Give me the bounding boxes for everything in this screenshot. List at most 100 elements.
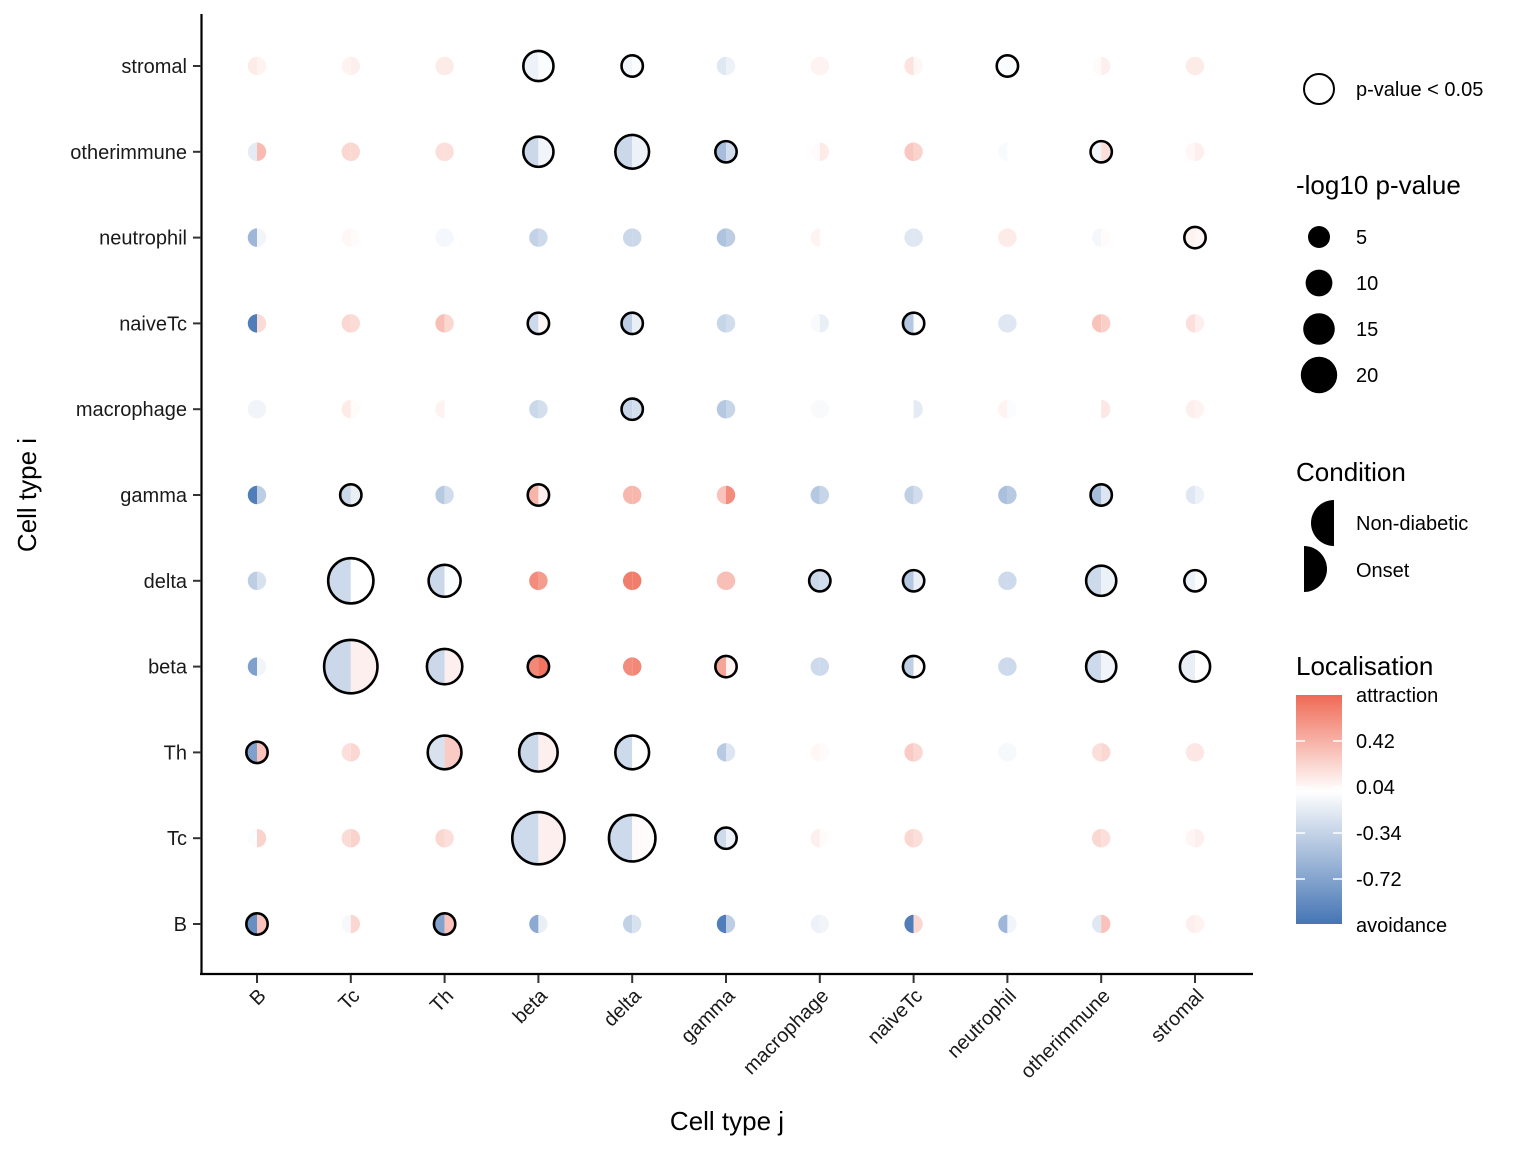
bubble-Tc-naiveTc <box>904 828 923 848</box>
non-diabetic-half <box>622 485 633 505</box>
significance-outline <box>614 133 651 170</box>
onset-half <box>726 914 736 934</box>
bubble-Tc-Tc <box>341 828 361 848</box>
non-diabetic-half <box>247 228 257 247</box>
non-diabetic-half <box>435 142 445 162</box>
non-diabetic-half <box>1091 828 1102 848</box>
onset-half <box>632 657 642 676</box>
non-diabetic-half <box>435 228 445 247</box>
onset-half <box>819 228 830 247</box>
onset-half <box>257 314 267 333</box>
onset-half <box>913 399 923 419</box>
onset-half <box>726 228 736 247</box>
bubble-naiveTc-otherimmune <box>1091 314 1111 333</box>
bubble-delta-otherimmune <box>1084 564 1118 598</box>
non-diabetic-half <box>247 571 257 591</box>
colorbar-tick-label: -0.72 <box>1356 869 1402 891</box>
bubble-Th-otherimmune <box>1091 743 1111 762</box>
onset-half <box>726 743 736 762</box>
onset-half <box>444 648 463 685</box>
bubble-delta-Tc <box>326 556 375 605</box>
non-diabetic-half <box>716 571 726 591</box>
bubble-gamma-Th <box>435 485 454 505</box>
bubble-stromal-B <box>247 56 267 76</box>
bubble-stromal-neutrophil <box>995 54 1020 78</box>
onset-half <box>819 399 830 419</box>
onset-half <box>1195 828 1205 848</box>
onset-half <box>350 228 361 247</box>
onset-half <box>1101 651 1117 682</box>
bubble-otherimmune-Th <box>435 142 454 162</box>
legend-significance-symbol <box>1303 73 1335 105</box>
non-diabetic-half <box>1091 314 1102 333</box>
bubble-neutrophil-gamma <box>716 228 736 247</box>
significance-outline <box>614 734 651 771</box>
y-tick-label: Tc <box>167 828 187 850</box>
legend-condition-label-onset: Onset <box>1356 560 1410 582</box>
onset-half <box>1007 828 1017 848</box>
bubble-B-otherimmune <box>1091 914 1111 934</box>
non-diabetic-half <box>341 314 351 333</box>
onset-half <box>819 56 830 76</box>
non-diabetic-half <box>427 735 445 770</box>
bubble-Tc-neutrophil <box>998 828 1017 848</box>
non-diabetic-half <box>998 399 1008 419</box>
onset-half <box>350 639 378 694</box>
onset-half <box>257 399 267 419</box>
bubble-B-delta <box>622 914 642 934</box>
non-diabetic-half <box>1179 651 1195 682</box>
significance-outline <box>338 483 363 507</box>
onset-half <box>1101 56 1111 76</box>
onset-half-circle-icon <box>1304 546 1327 592</box>
onset-half <box>538 136 554 167</box>
bubble-Th-naiveTc <box>904 743 923 762</box>
onset-half <box>257 657 267 676</box>
legend-size-symbol <box>1303 313 1335 345</box>
onset-half <box>444 228 454 247</box>
onset-half <box>350 399 361 419</box>
legend-condition-label-nondiabetic: Non-diabetic <box>1356 513 1468 535</box>
non-diabetic-half <box>435 485 445 505</box>
onset-half <box>538 733 558 772</box>
colorbar-tick-label: -0.34 <box>1356 823 1402 845</box>
bubble-delta-beta <box>529 571 548 591</box>
x-tick-label: delta <box>600 984 647 1031</box>
onset-half <box>1195 56 1205 76</box>
onset-half <box>726 571 736 591</box>
bubble-naiveTc-delta <box>620 311 645 336</box>
bubble-Tc-beta <box>510 810 566 866</box>
non-diabetic-half <box>810 228 820 247</box>
bubble-macrophage-neutrophil <box>998 399 1017 419</box>
onset-half <box>444 828 454 848</box>
bubble-gamma-otherimmune <box>1089 483 1114 507</box>
significance-outline <box>322 638 379 695</box>
non-diabetic-half <box>716 314 726 333</box>
significance-outline <box>526 311 551 336</box>
non-diabetic-half <box>810 56 820 76</box>
non-diabetic-half <box>998 743 1008 762</box>
onset-half <box>1195 485 1205 505</box>
significance-outline <box>425 647 464 686</box>
onset-half <box>819 485 830 505</box>
bubble-beta-naiveTc <box>901 654 926 679</box>
significance-outline <box>620 54 645 78</box>
bubble-beta-Tc <box>322 638 379 695</box>
onset-half <box>632 571 642 591</box>
bubble-otherimmune-gamma <box>714 139 738 164</box>
bubble-neutrophil-beta <box>529 228 548 247</box>
onset-half <box>444 142 454 162</box>
colorbar-high-label: attraction <box>1356 685 1438 707</box>
bubble-stromal-delta <box>620 54 645 78</box>
bubble-macrophage-gamma <box>716 399 736 419</box>
non-diabetic-half <box>998 314 1008 333</box>
x-tick-label: macrophage <box>739 985 833 1079</box>
bubble-neutrophil-stromal <box>1183 225 1207 250</box>
bubble-beta-macrophage <box>810 657 830 676</box>
bubble-gamma-macrophage <box>810 485 830 505</box>
non-diabetic-half <box>810 657 820 676</box>
non-diabetic-half <box>341 743 351 762</box>
non-diabetic-half <box>1091 914 1102 934</box>
non-diabetic-half <box>810 142 820 162</box>
bubble-naiveTc-neutrophil <box>998 314 1017 333</box>
non-diabetic-half <box>998 228 1008 247</box>
